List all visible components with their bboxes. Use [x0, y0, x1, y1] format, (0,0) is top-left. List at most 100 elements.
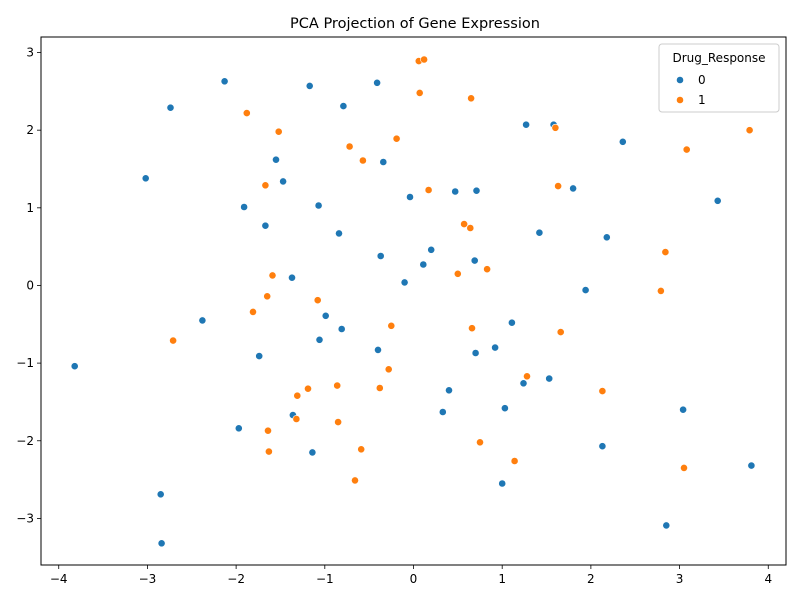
chart-title: PCA Projection of Gene Expression — [290, 16, 540, 32]
plot-frame — [40, 36, 787, 566]
scatter-point-series-1-0 — [169, 336, 177, 345]
scatter-point-series-0-4 — [166, 103, 175, 112]
y-tick-label-3: 0 — [26, 278, 34, 292]
scatter-point-series-1-7 — [268, 271, 277, 280]
scatter-point-series-1-30 — [467, 94, 475, 103]
legend-title: Drug_Response — [672, 51, 765, 65]
scatter-point-series-0-24 — [374, 345, 382, 354]
legend-label-1: 1 — [698, 93, 706, 107]
scatter-point-series-0-35 — [471, 349, 480, 357]
scatter-point-series-1-17 — [357, 445, 366, 454]
scatter-point-series-1-14 — [334, 418, 342, 426]
legend-box — [658, 43, 780, 113]
x-tick-label-6: 2 — [587, 572, 595, 586]
scatter-point-series-0-11 — [272, 155, 280, 164]
scatter-point-series-0-48 — [598, 442, 607, 451]
scatter-point-series-0-15 — [305, 82, 314, 90]
x-tick-label-0: −4 — [50, 572, 68, 586]
scatter-point-series-0-28 — [406, 193, 414, 201]
scatter-point-series-0-6 — [220, 77, 229, 86]
y-tick-label-6: 3 — [26, 46, 34, 60]
scatter-point-series-1-19 — [375, 384, 384, 392]
scatter-point-series-1-6 — [264, 447, 273, 456]
scatter-point-series-1-4 — [263, 292, 272, 301]
legend-entries: 01 — [676, 73, 706, 107]
scatter-point-series-0-17 — [314, 201, 323, 210]
scatter-point-series-1-39 — [598, 387, 607, 395]
scatter-point-series-0-43 — [535, 228, 544, 237]
scatter-point-series-1-35 — [523, 372, 531, 381]
legend-marker-1 — [676, 96, 684, 104]
x-tick-label-2: −2 — [227, 572, 245, 586]
scatter-point-series-1-13 — [333, 381, 342, 390]
y-tick-label-2: −1 — [16, 356, 34, 370]
points-layer — [70, 55, 756, 548]
scatter-point-series-1-26 — [424, 186, 433, 194]
scatter-point-series-1-34 — [510, 457, 519, 465]
scatter-point-series-0-46 — [569, 184, 577, 193]
scatter-point-series-1-9 — [293, 391, 302, 400]
scatter-point-series-0-13 — [288, 273, 296, 282]
y-tick-label-0: −3 — [16, 511, 34, 525]
scatter-point-series-0-37 — [491, 343, 499, 352]
scatter-point-series-1-41 — [661, 248, 670, 256]
scatter-point-series-0-50 — [618, 137, 627, 146]
x-tick-label-3: −1 — [316, 572, 334, 586]
scatter-point-series-0-3 — [157, 539, 166, 548]
scatter-point-series-1-44 — [745, 126, 754, 135]
scatter-point-series-0-41 — [519, 379, 528, 388]
x-tick-label-4: 0 — [410, 572, 418, 586]
scatter-point-series-0-52 — [679, 405, 687, 414]
scatter-point-series-0-27 — [400, 278, 409, 287]
scatter-point-series-1-21 — [387, 321, 396, 330]
scatter-point-series-0-54 — [747, 461, 756, 470]
scatter-point-series-0-30 — [427, 245, 436, 254]
scatter-point-series-1-27 — [453, 269, 462, 278]
scatter-point-series-0-47 — [581, 286, 590, 294]
scatter-point-series-0-34 — [470, 256, 479, 265]
scatter-point-series-1-15 — [345, 142, 354, 151]
scatter-point-series-1-29 — [466, 224, 475, 232]
scatter-point-series-1-16 — [351, 476, 359, 485]
scatter-point-series-0-49 — [602, 233, 611, 242]
x-tick-label-1: −3 — [139, 572, 157, 586]
scatter-point-series-0-1 — [141, 174, 150, 183]
legend: Drug_Response 01 — [658, 43, 780, 113]
scatter-point-series-0-31 — [438, 408, 447, 416]
scatter-point-series-0-12 — [279, 177, 287, 186]
x-tick-label-5: 1 — [498, 572, 506, 586]
scatter-point-series-0-2 — [156, 490, 165, 499]
scatter-point-series-0-16 — [308, 448, 317, 457]
x-tick-label-8: 4 — [764, 572, 772, 586]
scatter-point-series-1-11 — [304, 384, 312, 393]
y-tick-label-5: 2 — [26, 123, 34, 137]
scatter-point-series-1-1 — [242, 109, 251, 117]
scatter-point-series-1-2 — [249, 307, 257, 316]
legend-label-0: 0 — [698, 73, 706, 87]
scatter-point-series-0-53 — [713, 196, 722, 205]
scatter-point-series-0-51 — [662, 521, 671, 530]
scatter-point-series-0-42 — [522, 120, 530, 129]
scatter-point-series-1-22 — [392, 134, 401, 143]
scatter-point-series-0-10 — [261, 221, 270, 230]
legend-marker-0 — [676, 76, 684, 84]
scatter-point-series-1-38 — [556, 328, 565, 336]
scatter-point-series-0-36 — [472, 186, 481, 195]
scatter-point-series-1-24 — [415, 89, 424, 97]
scatter-point-series-0-29 — [419, 260, 428, 269]
scatter-point-series-1-32 — [476, 438, 484, 447]
scatter-point-series-1-8 — [274, 127, 283, 136]
scatter-point-series-0-21 — [337, 325, 346, 333]
scatter-point-series-1-31 — [468, 324, 476, 333]
scatter-point-series-1-10 — [292, 415, 301, 423]
scatter-point-series-1-42 — [680, 463, 688, 472]
scatter-point-series-0-8 — [240, 203, 248, 211]
scatter-point-series-1-28 — [460, 220, 468, 228]
scatter-point-series-0-20 — [335, 229, 343, 238]
scatter-point-series-1-43 — [682, 145, 691, 154]
scatter-point-series-0-33 — [451, 187, 460, 196]
scatter-point-series-1-36 — [551, 123, 560, 132]
scatter-point-series-1-20 — [384, 365, 393, 374]
